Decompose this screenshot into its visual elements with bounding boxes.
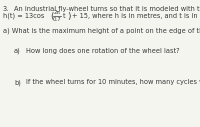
- Text: a) What is the maximum height of a point on the edge of the wheel?: a) What is the maximum height of a point…: [3, 28, 200, 35]
- Text: b): b): [14, 79, 21, 85]
- Text: t: t: [63, 13, 66, 19]
- Text: 3.: 3.: [3, 6, 9, 12]
- Text: How long does one rotation of the wheel last?: How long does one rotation of the wheel …: [26, 48, 180, 54]
- Text: h(t) = 13cos: h(t) = 13cos: [3, 13, 44, 19]
- Text: a): a): [14, 48, 21, 54]
- Text: + 15, where h is in metres, and t is in seconds.: + 15, where h is in metres, and t is in …: [72, 13, 200, 19]
- Text: 0.7: 0.7: [53, 17, 61, 22]
- Text: (: (: [50, 12, 53, 20]
- Text: If the wheel turns for 10 minutes, how many cycles will the wheel make?: If the wheel turns for 10 minutes, how m…: [26, 79, 200, 85]
- Text: An industrial fly-wheel turns so that it is modeled with the function:: An industrial fly-wheel turns so that it…: [14, 6, 200, 12]
- Text: ): ): [67, 12, 70, 20]
- Text: 2π: 2π: [54, 10, 60, 15]
